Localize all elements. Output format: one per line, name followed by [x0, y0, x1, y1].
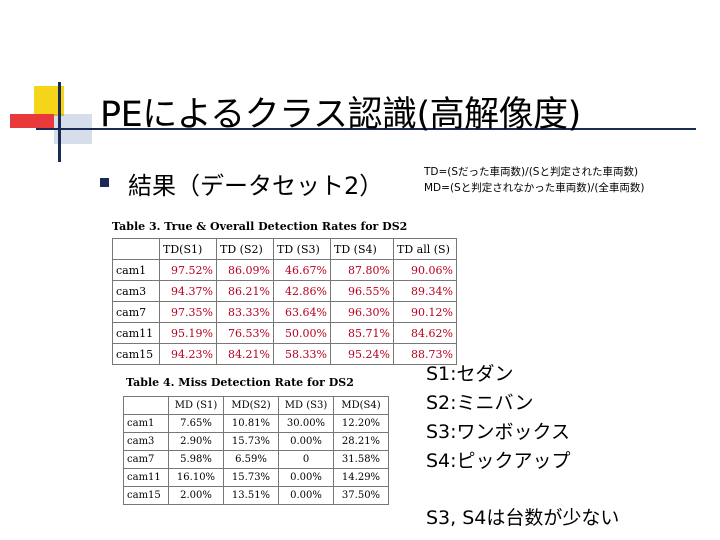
table-cell: 0.00% — [278, 486, 334, 505]
table-cell: 97.52% — [159, 259, 217, 281]
row-label: cam15 — [123, 486, 169, 505]
formula-md: MD=(Sと判定されなかった車両数)/(全車両数) — [424, 182, 645, 194]
table-row: cam1 97.52% 86.09% 46.67% 87.80% 90.06% — [112, 259, 457, 281]
table-cell: 86.21% — [216, 280, 274, 302]
table4-header-cell: MD(S4) — [333, 396, 389, 415]
table-cell: 31.58% — [333, 450, 389, 469]
table-cell: 14.29% — [333, 468, 389, 487]
table-row: cam11 16.10% 15.73% 0.00% 14.29% — [123, 468, 389, 487]
table-cell: 95.19% — [159, 322, 217, 344]
table4: MD (S1) MD(S2) MD (S3) MD(S4) cam1 7.65%… — [123, 396, 389, 505]
table-row: cam3 94.37% 86.21% 42.86% 96.55% 89.34% — [112, 280, 457, 302]
table-cell: 94.37% — [159, 280, 217, 302]
table-cell: 13.51% — [223, 486, 279, 505]
table-cell: 2.90% — [168, 432, 224, 451]
table-cell: 85.71% — [330, 322, 394, 344]
row-label: cam1 — [112, 259, 160, 281]
table-cell: 90.12% — [393, 301, 457, 323]
table-row: cam7 5.98% 6.59% 0 31.58% — [123, 450, 389, 469]
table-cell: 83.33% — [216, 301, 274, 323]
title-underline — [36, 128, 696, 130]
table-cell: 7.65% — [168, 414, 224, 433]
bullet-square-icon — [100, 178, 109, 187]
table-cell: 96.55% — [330, 280, 394, 302]
table-cell: 2.00% — [168, 486, 224, 505]
table4-header-cell — [123, 396, 169, 415]
table-cell: 87.80% — [330, 259, 394, 281]
table4-header-cell: MD(S2) — [223, 396, 279, 415]
table-cell: 37.50% — [333, 486, 389, 505]
legend-item: S1:セダン — [426, 363, 514, 385]
table-row: cam11 95.19% 76.53% 50.00% 85.71% 84.62% — [112, 322, 457, 344]
class-legend: S1:セダン S2:ミニバン S3:ワンボックス S4:ピックアップ — [426, 360, 571, 476]
table-cell: 95.24% — [330, 343, 394, 365]
table-cell: 84.62% — [393, 322, 457, 344]
decor-red-bar — [10, 114, 54, 128]
row-label: cam7 — [123, 450, 169, 469]
table-cell: 28.21% — [333, 432, 389, 451]
slide-title: PEによるクラス認識(高解像度) — [100, 95, 581, 135]
bullet-text: 結果（データセット2） — [128, 172, 384, 200]
table-cell: 42.86% — [273, 280, 331, 302]
table-row: cam1 7.65% 10.81% 30.00% 12.20% — [123, 414, 389, 433]
table-row: cam7 97.35% 83.33% 63.64% 96.30% 90.12% — [112, 301, 457, 323]
table-cell: 30.00% — [278, 414, 334, 433]
table-cell: 46.67% — [273, 259, 331, 281]
table3-header-cell — [112, 238, 160, 260]
table-cell: 12.20% — [333, 414, 389, 433]
table3-header-cell: TD (S2) — [216, 238, 274, 260]
table-cell: 88.73% — [393, 343, 457, 365]
table4-caption: Table 4. Miss Detection Rate for DS2 — [126, 376, 354, 389]
table-cell: 96.30% — [330, 301, 394, 323]
table-cell: 94.23% — [159, 343, 217, 365]
table-cell: 50.00% — [273, 322, 331, 344]
table3-header-cell: TD all (S) — [393, 238, 457, 260]
row-label: cam11 — [112, 322, 160, 344]
table-cell: 63.64% — [273, 301, 331, 323]
table-row: cam15 94.23% 84.21% 58.33% 95.24% 88.73% — [112, 343, 457, 365]
table-cell: 10.81% — [223, 414, 279, 433]
table-row: cam15 2.00% 13.51% 0.00% 37.50% — [123, 486, 389, 505]
table3: TD(S1) TD (S2) TD (S3) TD (S4) TD all (S… — [112, 238, 457, 365]
table-cell: 15.73% — [223, 432, 279, 451]
row-label: cam11 — [123, 468, 169, 487]
row-label: cam7 — [112, 301, 160, 323]
table-cell: 97.35% — [159, 301, 217, 323]
row-label: cam15 — [112, 343, 160, 365]
table-cell: 84.21% — [216, 343, 274, 365]
table-cell: 0.00% — [278, 468, 334, 487]
table-cell: 58.33% — [273, 343, 331, 365]
table-cell: 15.73% — [223, 468, 279, 487]
legend-item: S3:ワンボックス — [426, 421, 570, 443]
legend-note: S3, S4は台数が少ない — [426, 507, 620, 529]
row-label: cam3 — [123, 432, 169, 451]
table3-caption: Table 3. True & Overall Detection Rates … — [112, 220, 408, 233]
table-cell: 0.00% — [278, 432, 334, 451]
table-cell: 0 — [278, 450, 334, 469]
table4-header-cell: MD (S1) — [168, 396, 224, 415]
table4-header-cell: MD (S3) — [278, 396, 334, 415]
legend-item: S2:ミニバン — [426, 392, 534, 414]
table-cell: 5.98% — [168, 450, 224, 469]
table-cell: 89.34% — [393, 280, 457, 302]
table-cell: 6.59% — [223, 450, 279, 469]
table3-header-cell: TD(S1) — [159, 238, 217, 260]
decor-vertical-line — [58, 82, 61, 162]
formula-block: TD=(Sだった車両数)/(Sと判定された車両数) MD=(Sと判定されなかった… — [424, 164, 645, 196]
formula-td: TD=(Sだった車両数)/(Sと判定された車両数) — [424, 166, 639, 178]
table3-header-row: TD(S1) TD (S2) TD (S3) TD (S4) TD all (S… — [112, 238, 457, 260]
row-label: cam1 — [123, 414, 169, 433]
table-cell: 16.10% — [168, 468, 224, 487]
table4-header-row: MD (S1) MD(S2) MD (S3) MD(S4) — [123, 396, 389, 415]
table-row: cam3 2.90% 15.73% 0.00% 28.21% — [123, 432, 389, 451]
table-cell: 76.53% — [216, 322, 274, 344]
table3-header-cell: TD (S3) — [273, 238, 331, 260]
table-cell: 90.06% — [393, 259, 457, 281]
legend-item: S4:ピックアップ — [426, 450, 571, 472]
row-label: cam3 — [112, 280, 160, 302]
table-cell: 86.09% — [216, 259, 274, 281]
table3-header-cell: TD (S4) — [330, 238, 394, 260]
